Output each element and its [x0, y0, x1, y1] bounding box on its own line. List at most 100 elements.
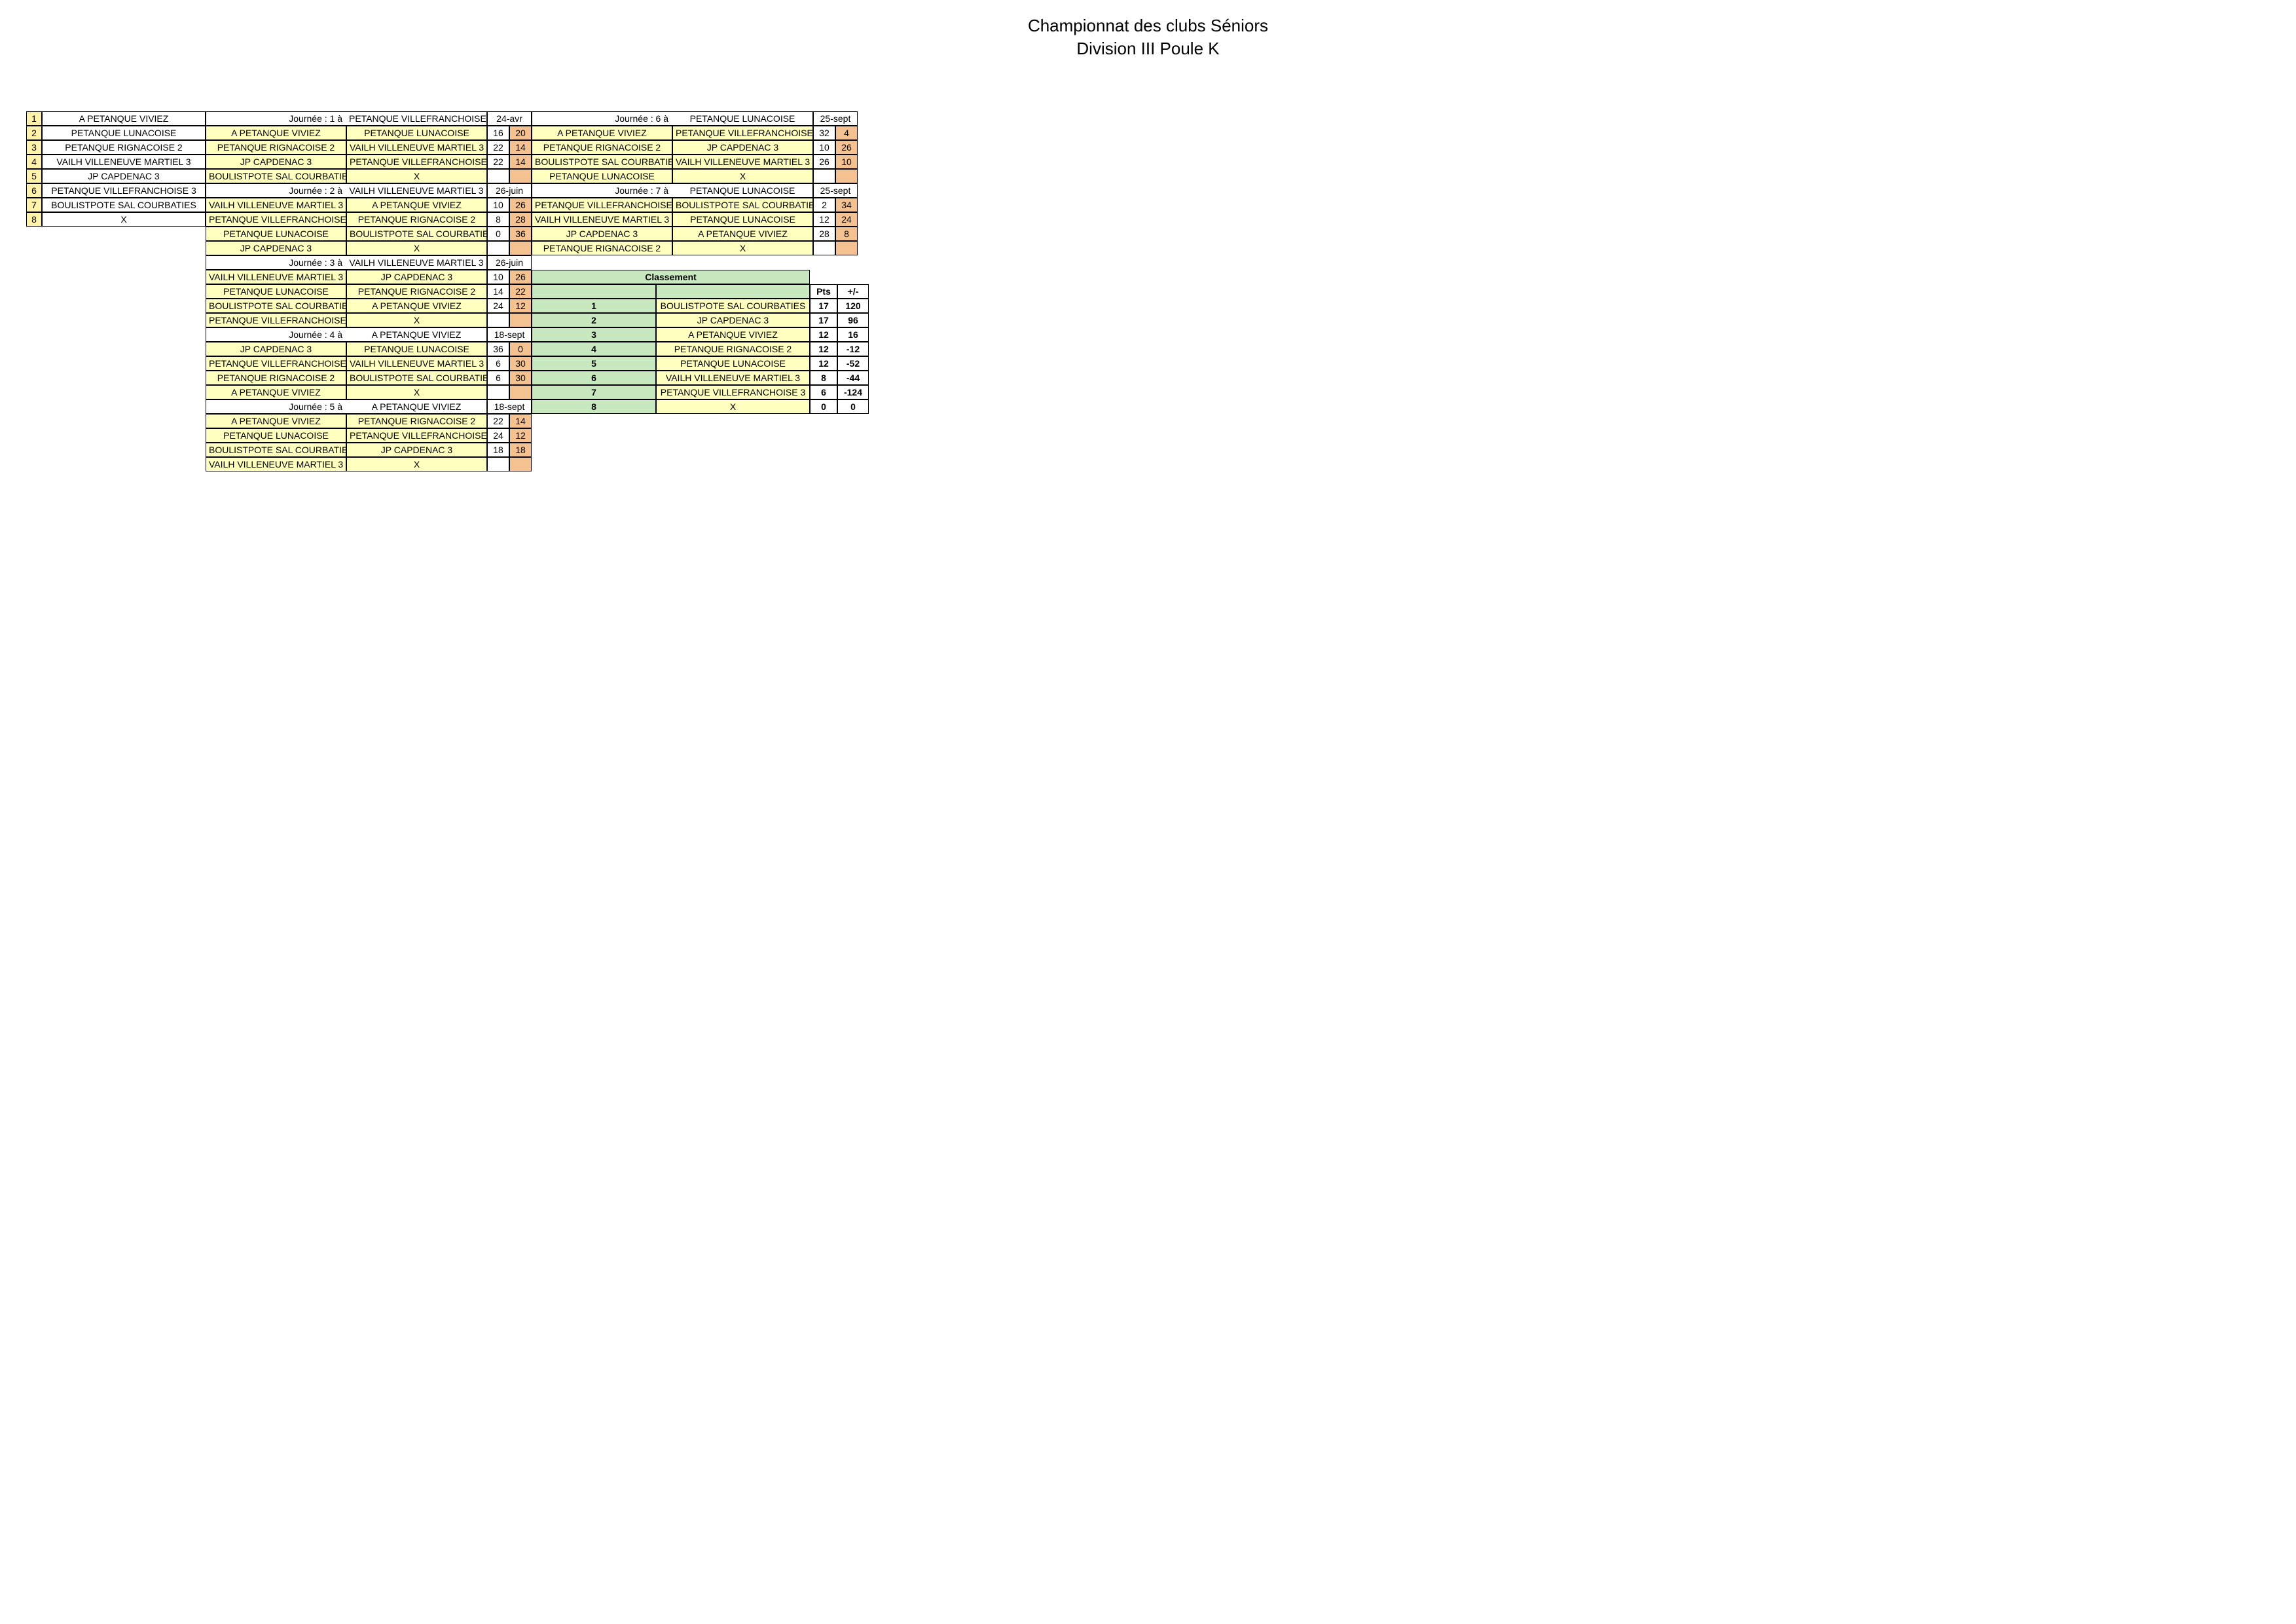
match-row: JP CAPDENAC 3PETANQUE VILLEFRANCHOISE 32…	[206, 155, 532, 169]
classement-pm: -44	[837, 371, 869, 385]
journee-date: 18-sept	[487, 327, 532, 342]
match-score-a	[487, 385, 509, 399]
match-team-b: X	[672, 241, 813, 255]
match-team-b: JP CAPDENAC 3	[346, 443, 487, 457]
match-score-a: 6	[487, 356, 509, 371]
match-score-b: 18	[509, 443, 532, 457]
match-team-b: PETANQUE VILLEFRANCHOISE 3	[346, 155, 487, 169]
match-row: VAILH VILLENEUVE MARTIEL 3JP CAPDENAC 31…	[206, 270, 532, 284]
match-row: A PETANQUE VIVIEZPETANQUE RIGNACOISE 222…	[206, 414, 532, 428]
team-name: PETANQUE VILLEFRANCHOISE 3	[42, 183, 206, 198]
journee-block: Journée : 7 àPETANQUE LUNACOISE25-septPE…	[532, 183, 869, 255]
match-score-b: 14	[509, 155, 532, 169]
page-title: Championnat des clubs Séniors Division I…	[26, 16, 2270, 59]
journee-label: Journée : 6 à	[532, 111, 672, 126]
match-row: A PETANQUE VIVIEZPETANQUE VILLEFRANCHOIS…	[532, 126, 869, 140]
match-score-b	[509, 457, 532, 471]
match-row: PETANQUE RIGNACOISE 2X	[532, 241, 869, 255]
journees-left: Journée : 1 àPETANQUE VILLEFRANCHOISE 32…	[206, 111, 532, 471]
classement-team: X	[656, 399, 810, 414]
match-team-a: PETANQUE VILLEFRANCHOISE 3	[206, 356, 346, 371]
match-row: PETANQUE VILLEFRANCHOISE 3VAILH VILLENEU…	[206, 356, 532, 371]
journee-label: Journée : 3 à	[206, 255, 346, 270]
classement-pts: 6	[810, 385, 837, 399]
classement-header: Classement	[532, 270, 869, 284]
match-score-b: 8	[835, 227, 858, 241]
match-row: A PETANQUE VIVIEZPETANQUE LUNACOISE1620	[206, 126, 532, 140]
team-index: 3	[26, 140, 42, 155]
match-score-b: 28	[509, 212, 532, 227]
match-team-a: PETANQUE VILLEFRANCHOISE 3	[532, 198, 672, 212]
classement-pts: 12	[810, 342, 837, 356]
match-row: PETANQUE LUNACOISEPETANQUE VILLEFRANCHOI…	[206, 428, 532, 443]
match-score-b	[509, 169, 532, 183]
match-row: PETANQUE VILLEFRANCHOISE 3BOULISTPOTE SA…	[532, 198, 869, 212]
journee-host: PETANQUE LUNACOISE	[672, 111, 813, 126]
classement-rank: 2	[532, 313, 656, 327]
classement-pm: 96	[837, 313, 869, 327]
match-score-a: 12	[813, 212, 835, 227]
team-list: 1A PETANQUE VIVIEZ2PETANQUE LUNACOISE3PE…	[26, 111, 206, 227]
journee-date: 25-sept	[813, 111, 858, 126]
journee-label: Journée : 7 à	[532, 183, 672, 198]
match-score-a: 22	[487, 155, 509, 169]
team-index: 1	[26, 111, 42, 126]
classement-row: 7PETANQUE VILLEFRANCHOISE 36-124	[532, 385, 869, 399]
match-team-a: BOULISTPOTE SAL COURBATIES	[206, 299, 346, 313]
classement-rank: 3	[532, 327, 656, 342]
match-score-a	[487, 457, 509, 471]
match-team-b: BOULISTPOTE SAL COURBATIES	[672, 198, 813, 212]
classement-row: 3A PETANQUE VIVIEZ1216	[532, 327, 869, 342]
match-team-a: PETANQUE VILLEFRANCHOISE 3	[206, 212, 346, 227]
journee-host: A PETANQUE VIVIEZ	[346, 399, 487, 414]
journee-block: Journée : 4 àA PETANQUE VIVIEZ18-septJP …	[206, 327, 532, 399]
match-team-a: BOULISTPOTE SAL COURBATIES	[206, 169, 346, 183]
journee-date: 26-juin	[487, 255, 532, 270]
match-team-a: A PETANQUE VIVIEZ	[206, 126, 346, 140]
match-team-b: A PETANQUE VIVIEZ	[672, 227, 813, 241]
match-team-a: VAILH VILLENEUVE MARTIEL 3	[206, 457, 346, 471]
team-name: PETANQUE RIGNACOISE 2	[42, 140, 206, 155]
journee-host: VAILH VILLENEUVE MARTIEL 3	[346, 255, 487, 270]
match-score-b: 10	[835, 155, 858, 169]
match-score-a: 6	[487, 371, 509, 385]
match-score-b	[509, 241, 532, 255]
match-score-a: 24	[487, 428, 509, 443]
match-score-a	[813, 241, 835, 255]
match-team-a: A PETANQUE VIVIEZ	[206, 414, 346, 428]
classement-pts: 12	[810, 327, 837, 342]
match-row: PETANQUE LUNACOISEBOULISTPOTE SAL COURBA…	[206, 227, 532, 241]
team-name: VAILH VILLENEUVE MARTIEL 3	[42, 155, 206, 169]
match-team-b: X	[672, 169, 813, 183]
team-name: X	[42, 212, 206, 227]
classement-team: PETANQUE LUNACOISE	[656, 356, 810, 371]
match-row: JP CAPDENAC 3X	[206, 241, 532, 255]
match-score-b	[509, 313, 532, 327]
match-team-a: PETANQUE VILLEFRANCHOISE 3	[206, 313, 346, 327]
journee-host: PETANQUE VILLEFRANCHOISE 3	[346, 111, 487, 126]
team-index: 2	[26, 126, 42, 140]
match-team-b: X	[346, 313, 487, 327]
classement-team: PETANQUE VILLEFRANCHOISE 3	[656, 385, 810, 399]
match-score-a: 16	[487, 126, 509, 140]
match-score-a: 0	[487, 227, 509, 241]
match-team-a: PETANQUE LUNACOISE	[532, 169, 672, 183]
classement-pm: -124	[837, 385, 869, 399]
match-score-b: 20	[509, 126, 532, 140]
match-score-b: 30	[509, 356, 532, 371]
match-row: VAILH VILLENEUVE MARTIEL 3PETANQUE LUNAC…	[532, 212, 869, 227]
classement-row: 6VAILH VILLENEUVE MARTIEL 38-44	[532, 371, 869, 385]
match-score-a: 26	[813, 155, 835, 169]
match-score-a: 22	[487, 414, 509, 428]
title-line-1: Championnat des clubs Séniors	[26, 16, 2270, 36]
match-score-b: 24	[835, 212, 858, 227]
team-name: A PETANQUE VIVIEZ	[42, 111, 206, 126]
match-score-a: 8	[487, 212, 509, 227]
classement-title: Classement	[532, 270, 810, 284]
classement-team: BOULISTPOTE SAL COURBATIES	[656, 299, 810, 313]
match-score-b: 30	[509, 371, 532, 385]
journee-block: Journée : 3 àVAILH VILLENEUVE MARTIEL 32…	[206, 255, 532, 327]
match-score-a: 24	[487, 299, 509, 313]
classement-rank: 5	[532, 356, 656, 371]
match-row: PETANQUE LUNACOISEPETANQUE RIGNACOISE 21…	[206, 284, 532, 299]
